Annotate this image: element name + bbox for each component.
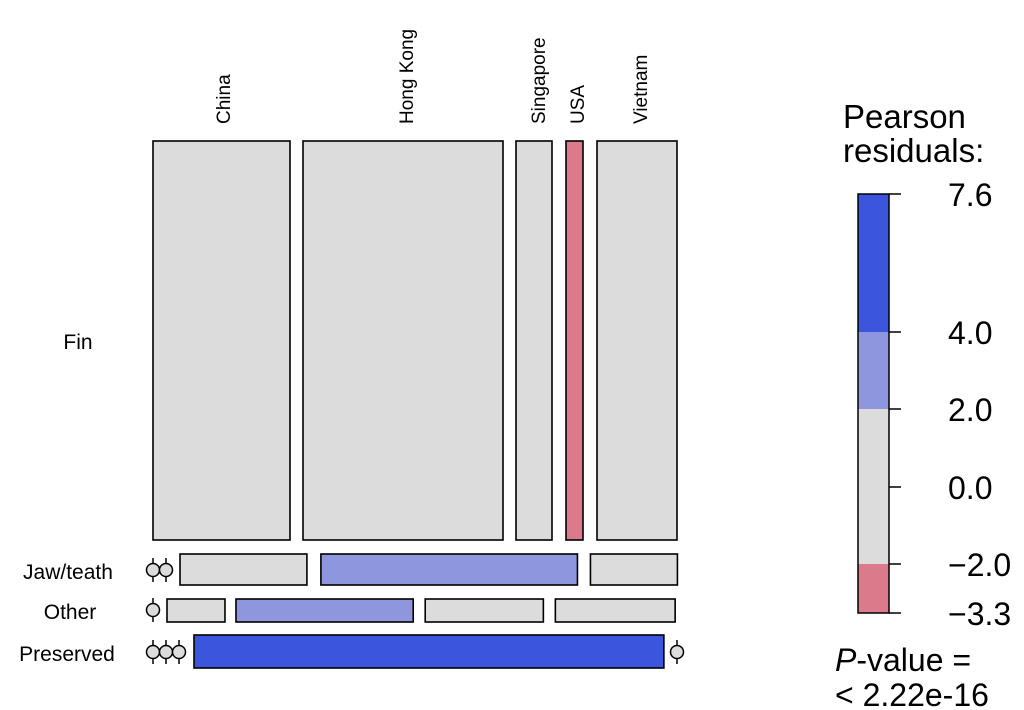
tile-jaw-teath-vietnam <box>589 553 679 586</box>
tile-other-hong-kong <box>166 598 226 623</box>
p-value-label: P-value = <box>835 642 971 678</box>
tile-other-usa <box>424 598 545 623</box>
zero-marker-jaw-teath-1 <box>145 558 161 582</box>
row-label-preserved: Preserved <box>19 643 115 666</box>
legend-title: Pearson <box>843 98 966 135</box>
column-label-singapore: Singapore <box>529 37 550 124</box>
row-label-fin: Fin <box>63 331 92 354</box>
tile-jaw-teath-usa <box>320 553 579 586</box>
legend-tick-label: −3.3 <box>948 596 1011 632</box>
zero-cell-markers <box>145 558 685 664</box>
mosaic-tiles <box>152 140 679 669</box>
p-value: < 2.22e-16 <box>835 677 989 710</box>
p-value-prefix: P <box>835 642 857 678</box>
row-label-jaw-teath: Jaw/teath <box>23 561 113 584</box>
tile-other-singapore <box>235 598 415 623</box>
tile-fin-hong-kong <box>302 140 504 541</box>
residual-legend: Pearson residuals: 7.6 4.0 2.0 0.0 −2.0 −3.3 <box>843 98 1011 632</box>
zero-marker-preserved-2 <box>158 640 174 664</box>
column-label-usa: USA <box>568 85 589 124</box>
zero-marker-preserved-1 <box>145 640 161 664</box>
tile-other-vietnam <box>554 598 676 623</box>
legend-tick-label: 4.0 <box>948 315 992 351</box>
p-value-suffix: -value = <box>856 642 971 678</box>
legend-tick-label: −2.0 <box>948 547 1011 583</box>
column-label-vietnam: Vietnam <box>631 55 652 124</box>
tile-fin-usa <box>565 140 584 541</box>
legend-tick-label: 2.0 <box>948 392 992 428</box>
legend-ticks: 7.6 4.0 2.0 0.0 −2.0 −3.3 <box>889 177 1011 632</box>
column-label-china: China <box>214 74 235 124</box>
legend-band <box>858 332 889 409</box>
tile-jaw-teath-singapore <box>179 553 308 586</box>
legend-band <box>858 409 889 564</box>
legend-band <box>858 564 889 613</box>
row-labels: Fin Jaw/teath Other Preserved <box>19 331 115 666</box>
legend-tick-label: 0.0 <box>948 470 992 506</box>
legend-band <box>858 194 889 332</box>
column-label-hong-kong: Hong Kong <box>397 29 418 124</box>
tile-preserved-usa <box>193 634 665 669</box>
tile-fin-singapore <box>515 140 553 541</box>
tile-fin-vietnam <box>596 140 678 541</box>
zero-marker-preserved-end <box>669 640 685 664</box>
column-labels: China Hong Kong Singapore USA Vietnam <box>214 29 652 124</box>
zero-marker-preserved-3 <box>171 640 187 664</box>
legend-title: residuals: <box>843 132 984 169</box>
zero-marker-jaw-teath-2 <box>158 558 174 582</box>
legend-frame <box>857 193 890 614</box>
zero-marker-other-1 <box>145 598 161 622</box>
row-label-other: Other <box>44 601 97 624</box>
tile-fin-china <box>152 140 291 541</box>
legend-color-bands <box>857 193 890 614</box>
legend-tick-label: 7.6 <box>948 177 992 213</box>
